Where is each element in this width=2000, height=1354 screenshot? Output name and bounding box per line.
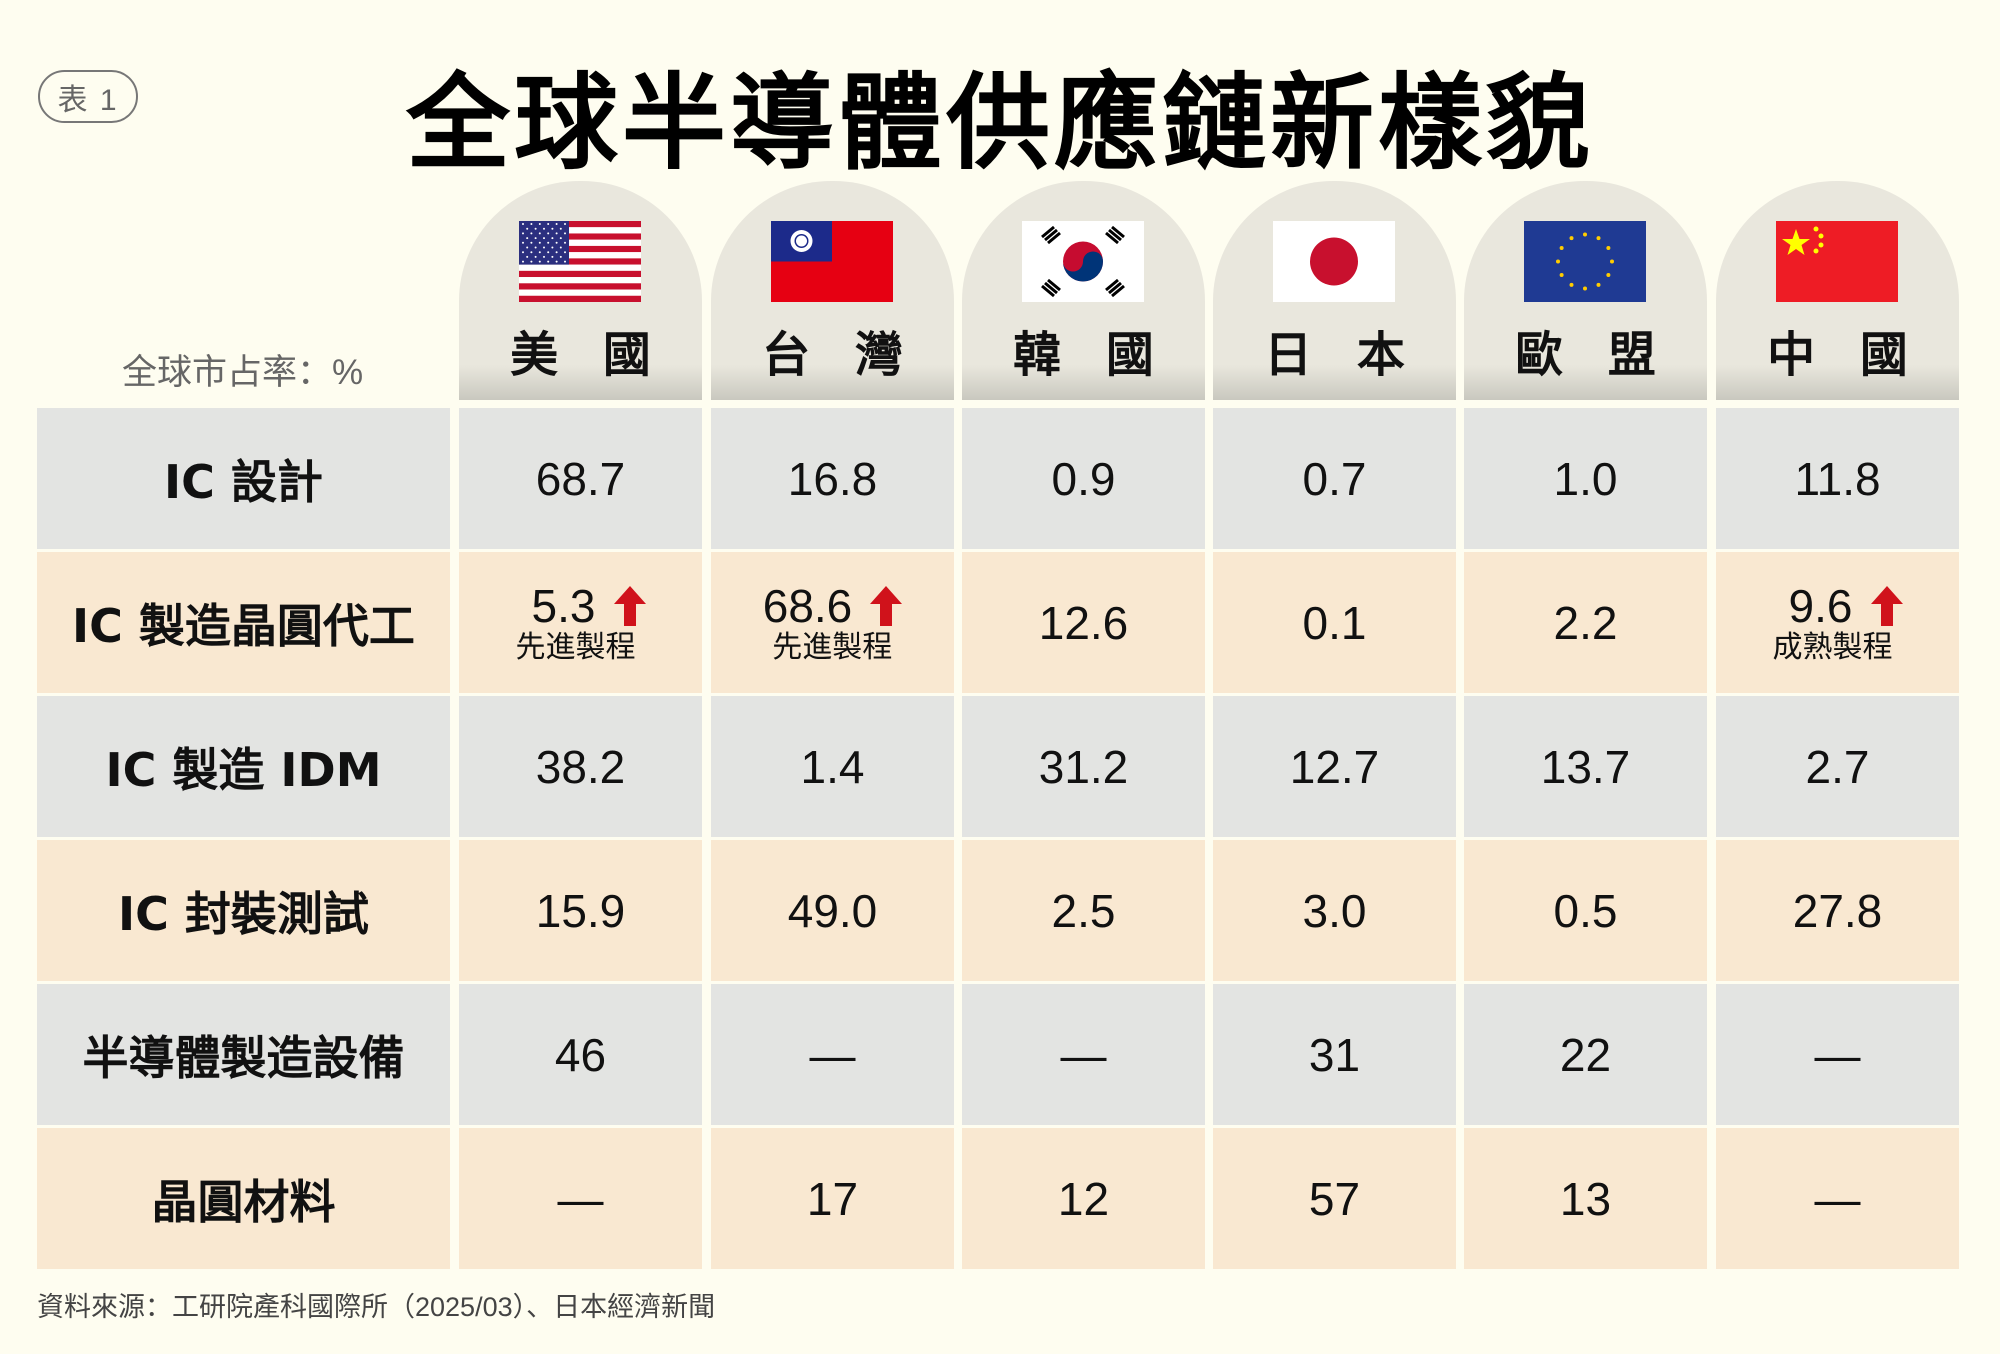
table-row: IC 製造晶圓代工 5.3 先進製程 68.6 先進製程 12.6 0.1 2.2 9…: [37, 552, 1962, 693]
table-cell: 22: [1464, 984, 1707, 1125]
table-cell: —: [711, 984, 954, 1125]
table-cell: —: [459, 1128, 702, 1269]
table-cell: 49.0: [711, 840, 954, 981]
table-cell: 31: [1213, 984, 1456, 1125]
country-name: 韓 國: [1013, 327, 1168, 383]
us-flag-icon: [519, 221, 641, 302]
country-header: 歐 盟: [1464, 181, 1707, 400]
table-cell: 57: [1213, 1128, 1456, 1269]
table-cell: 27.8: [1716, 840, 1959, 981]
cell-note: 先進製程: [515, 631, 636, 665]
table-cell: 13.7: [1464, 696, 1707, 837]
table-cell: 3.0: [1213, 840, 1456, 981]
cell-value: 5.3: [531, 579, 596, 632]
table-cell: 16.8: [711, 408, 954, 549]
country-name: 台 灣: [762, 327, 917, 383]
table-cell: 17: [711, 1128, 954, 1269]
table-cell: 68.7: [459, 408, 702, 549]
country-header: 日 本: [1213, 181, 1456, 400]
page-title: 全球半導體供應鏈新樣貌: [405, 62, 1594, 184]
taiwan-flag-icon: [771, 221, 893, 302]
country-name: 美 國: [510, 327, 665, 383]
row-label: IC 製造 IDM: [37, 696, 450, 837]
up-arrow-icon: [613, 586, 646, 626]
up-arrow-icon: [1870, 586, 1903, 626]
country-name: 歐 盟: [1515, 327, 1670, 383]
cell-value: 9.6: [1788, 579, 1853, 632]
cell-note: 成熟製程: [1772, 631, 1893, 665]
country-header: 美 國: [459, 181, 702, 400]
row-label: IC 封裝測試: [37, 840, 450, 981]
table-cell: 68.6 先進製程: [711, 552, 954, 693]
table-cell: 2.5: [962, 840, 1205, 981]
unit-label: 全球市占率：%: [122, 353, 364, 392]
table-cell: 31.2: [962, 696, 1205, 837]
table-cell: 0.7: [1213, 408, 1456, 549]
table-cell: 12.6: [962, 552, 1205, 693]
country-name: 中 國: [1767, 327, 1922, 383]
table-cell: —: [1716, 984, 1959, 1125]
row-label: 半導體製造設備: [37, 984, 450, 1125]
table-cell: 0.5: [1464, 840, 1707, 981]
row-label: 晶圓材料: [37, 1128, 450, 1269]
source-note: 資料來源：工研院產科國際所（2025/03）、日本經濟新聞: [37, 1292, 716, 1322]
table-row: IC 封裝測試 15.9 49.0 2.5 3.0 0.5 27.8: [37, 840, 1962, 981]
table-cell: 13: [1464, 1128, 1707, 1269]
table-cell: 46: [459, 984, 702, 1125]
up-arrow-icon: [870, 586, 903, 626]
country-name: 日 本: [1264, 327, 1419, 383]
table-number-badge: 表 1: [38, 70, 138, 123]
table-cell: 5.3 先進製程: [459, 552, 702, 693]
table-cell: 12.7: [1213, 696, 1456, 837]
table-cell: —: [962, 984, 1205, 1125]
japan-flag-icon: [1273, 221, 1395, 302]
table-cell: —: [1716, 1128, 1959, 1269]
country-header: 台 灣: [711, 181, 954, 400]
table-row: IC 製造 IDM 38.2 1.4 31.2 12.7 13.7 2.7: [37, 696, 1962, 837]
table-cell: 15.9: [459, 840, 702, 981]
table-row: 晶圓材料 —17 12 57 13—: [37, 1128, 1962, 1269]
table-cell: 1.0: [1464, 408, 1707, 549]
eu-flag-icon: [1524, 221, 1646, 302]
table-cell: 0.1: [1213, 552, 1456, 693]
cell-value: 68.6: [762, 579, 853, 632]
table-cell: 9.6 成熟製程: [1716, 552, 1959, 693]
table-row: 半導體製造設備 46— —31 22—: [37, 984, 1962, 1125]
table-cell: 0.9: [962, 408, 1205, 549]
table-cell: 12: [962, 1128, 1205, 1269]
country-header: 韓 國: [962, 181, 1205, 400]
china-flag-icon: [1776, 221, 1898, 302]
country-header: 中 國: [1716, 181, 1959, 400]
row-label: IC 製造晶圓代工: [37, 552, 450, 693]
korea-flag-icon: [1022, 221, 1144, 302]
table-cell: 38.2: [459, 696, 702, 837]
row-label: IC 設計: [37, 408, 450, 549]
table-cell: 11.8: [1716, 408, 1959, 549]
table-row: IC 設計 68.7 16.8 0.9 0.7 1.0 11.8: [37, 408, 1962, 549]
cell-note: 先進製程: [772, 631, 893, 665]
table-cell: 2.7: [1716, 696, 1959, 837]
table-cell: 2.2: [1464, 552, 1707, 693]
table-cell: 1.4: [711, 696, 954, 837]
